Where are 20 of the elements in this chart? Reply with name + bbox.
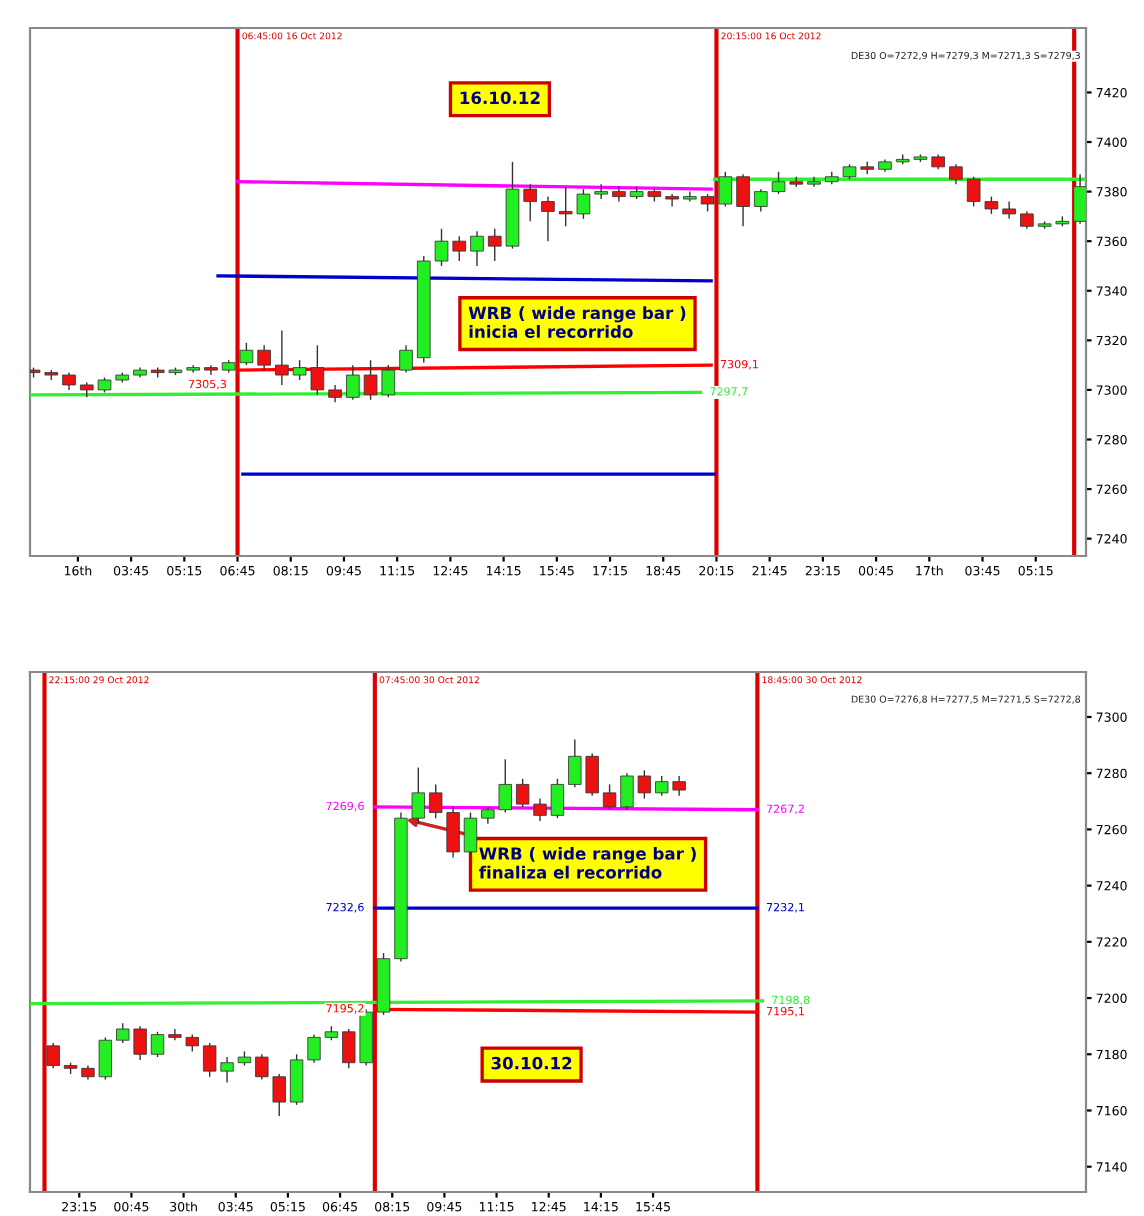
candlestick — [736, 173, 750, 228]
candlestick — [470, 230, 484, 267]
annotation: WRB ( wide range bar ) finaliza el recorrido — [479, 846, 696, 879]
candlestick — [346, 364, 360, 401]
candlestick — [399, 344, 413, 374]
candlestick — [602, 783, 617, 811]
candlestick — [46, 1042, 60, 1070]
candlestick — [275, 329, 289, 386]
candlestick — [594, 183, 608, 200]
candlestick — [257, 344, 271, 371]
annotation: 16.10.12 — [460, 91, 540, 105]
candlestick — [550, 778, 565, 819]
candlestick — [754, 188, 768, 213]
candlestick — [665, 193, 679, 208]
annotation: WRB ( wide range bar ) inicia el recorrido — [468, 306, 686, 338]
candlestick — [949, 163, 963, 185]
candlestick — [150, 1031, 165, 1058]
candlestick — [463, 811, 478, 856]
candlestick — [541, 195, 555, 242]
annotation: 30.10.12 — [491, 1056, 572, 1070]
